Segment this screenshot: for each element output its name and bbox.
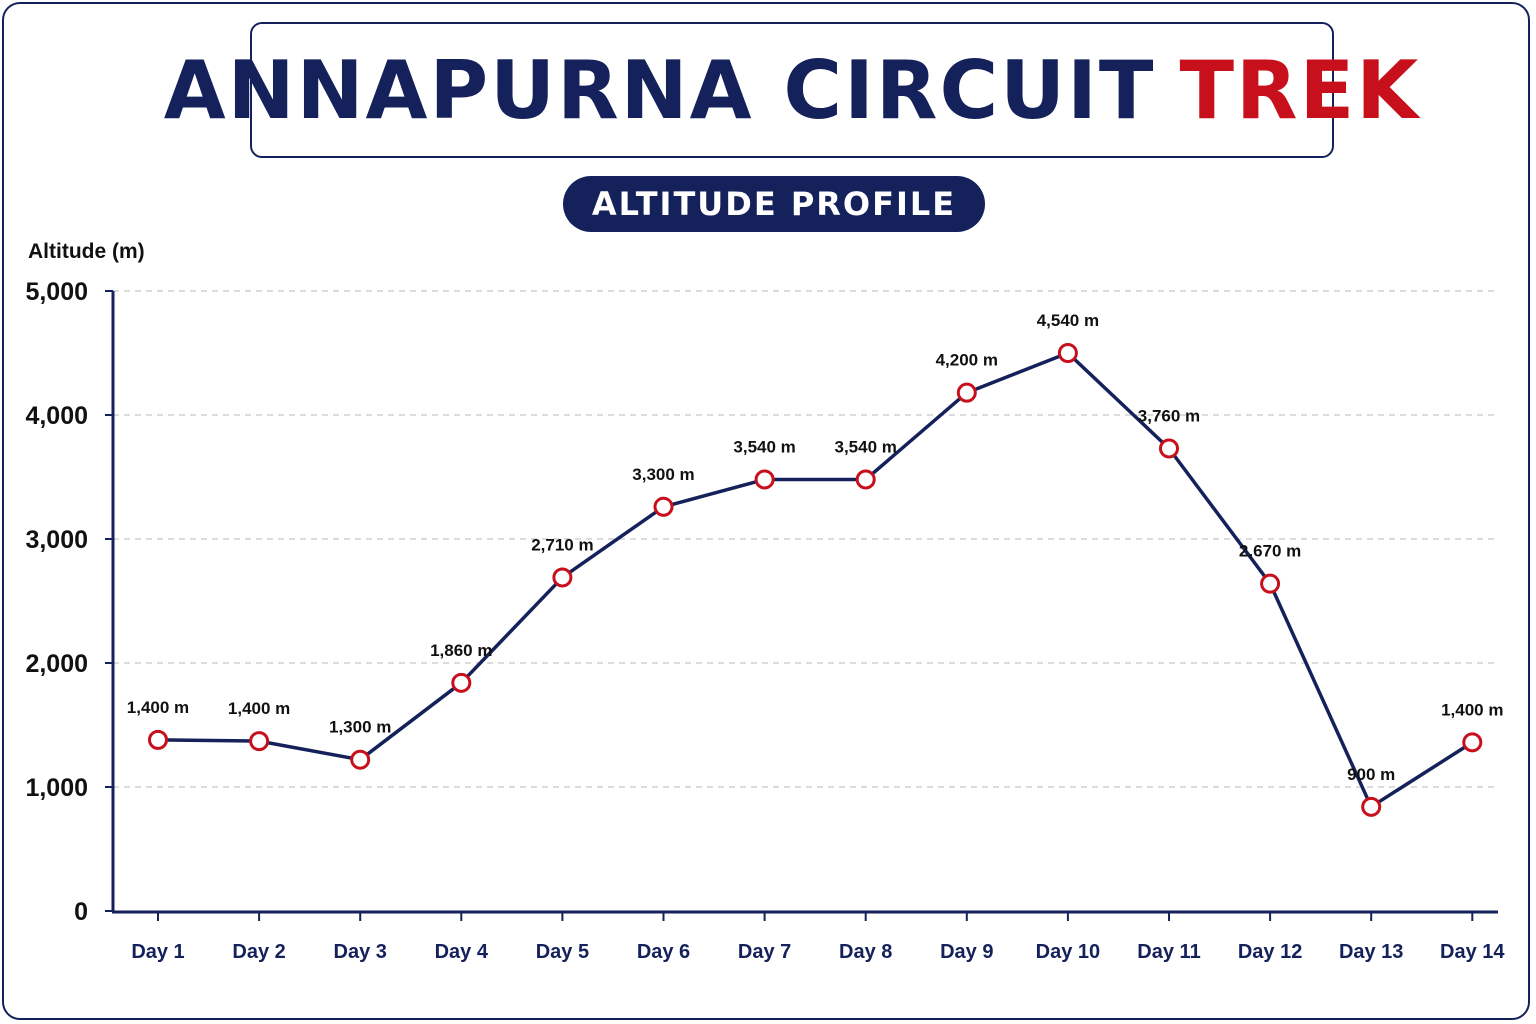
axes: 0 1,000 2,000 3,000 4,000 5,000 Day 1 Day 2 Day … bbox=[25, 278, 1505, 963]
data-label: 1,400 m bbox=[127, 698, 189, 717]
data-point bbox=[451, 672, 472, 693]
chart-title: ANNAPURNA CIRCUIT TREK bbox=[164, 22, 1418, 158]
y-axis-label: Altitude (m) bbox=[28, 240, 145, 263]
data-label: 3,540 m bbox=[835, 437, 897, 456]
x-tick-label: Day 6 bbox=[637, 941, 690, 963]
title-accent: TREK bbox=[1179, 43, 1421, 137]
x-tick-label: Day 5 bbox=[536, 941, 589, 963]
x-tick-label: Day 1 bbox=[131, 941, 184, 963]
data-label: 1,300 m bbox=[329, 718, 391, 737]
data-point bbox=[1159, 438, 1179, 459]
data-point bbox=[754, 469, 775, 490]
data-label: 2,710 m bbox=[531, 535, 593, 554]
data-labels: 1,400 m 1,400 m 1,300 m 1,860 m 2,710 m 3,300… bbox=[127, 311, 1504, 784]
data-label: 1,400 m bbox=[1441, 700, 1503, 719]
data-label: 3,540 m bbox=[733, 437, 795, 456]
data-label: 3,300 m bbox=[632, 465, 694, 484]
y-tick-label: 3,000 bbox=[25, 526, 88, 554]
x-tick-label: Day 11 bbox=[1137, 941, 1200, 963]
data-point bbox=[148, 729, 168, 750]
x-tick-label: Day 12 bbox=[1238, 941, 1303, 963]
x-tick-label: Day 7 bbox=[738, 941, 791, 963]
grid-lines bbox=[113, 290, 1498, 788]
x-tick-label: Day 8 bbox=[839, 941, 892, 963]
x-tick-label: Day 3 bbox=[334, 941, 387, 963]
data-label: 4,200 m bbox=[936, 351, 998, 370]
y-tick-label: 1,000 bbox=[25, 774, 88, 802]
y-tick-label: 0 bbox=[74, 898, 88, 926]
data-point bbox=[1260, 573, 1281, 594]
y-tick-label: 4,000 bbox=[25, 402, 88, 430]
x-tick-label: Day 9 bbox=[940, 941, 993, 963]
x-tick-label: Day 4 bbox=[435, 941, 489, 963]
data-label: 3,760 m bbox=[1138, 406, 1200, 425]
data-point bbox=[1361, 796, 1382, 817]
x-tick-label: Day 2 bbox=[232, 941, 285, 963]
data-point bbox=[956, 382, 977, 403]
x-tick-label: Day 13 bbox=[1339, 941, 1404, 963]
series-line bbox=[157, 351, 1474, 809]
data-point bbox=[350, 749, 371, 770]
data-label: 1,860 m bbox=[430, 641, 492, 660]
y-tick-label: 2,000 bbox=[25, 650, 88, 678]
data-point bbox=[1462, 732, 1483, 753]
data-point bbox=[855, 469, 876, 490]
data-label: 1,400 m bbox=[228, 699, 290, 718]
x-tick-label: Day 14 bbox=[1440, 941, 1505, 963]
subtitle-text: ALTITUDE PROFILE bbox=[591, 185, 957, 223]
chart-subtitle: ALTITUDE PROFILE bbox=[563, 176, 985, 232]
data-points bbox=[148, 343, 1483, 817]
data-point bbox=[249, 731, 270, 752]
y-tick-label: 5,000 bbox=[25, 278, 88, 306]
data-point bbox=[653, 496, 674, 517]
data-label: 4,540 m bbox=[1037, 311, 1099, 330]
data-point bbox=[1057, 343, 1078, 363]
data-point bbox=[552, 567, 573, 588]
data-label: 900 m bbox=[1347, 765, 1395, 784]
x-tick-label: Day 10 bbox=[1036, 941, 1101, 963]
data-label: 2,670 m bbox=[1239, 542, 1301, 561]
title-main: ANNAPURNA CIRCUIT bbox=[163, 43, 1156, 137]
series-path bbox=[157, 351, 1474, 809]
